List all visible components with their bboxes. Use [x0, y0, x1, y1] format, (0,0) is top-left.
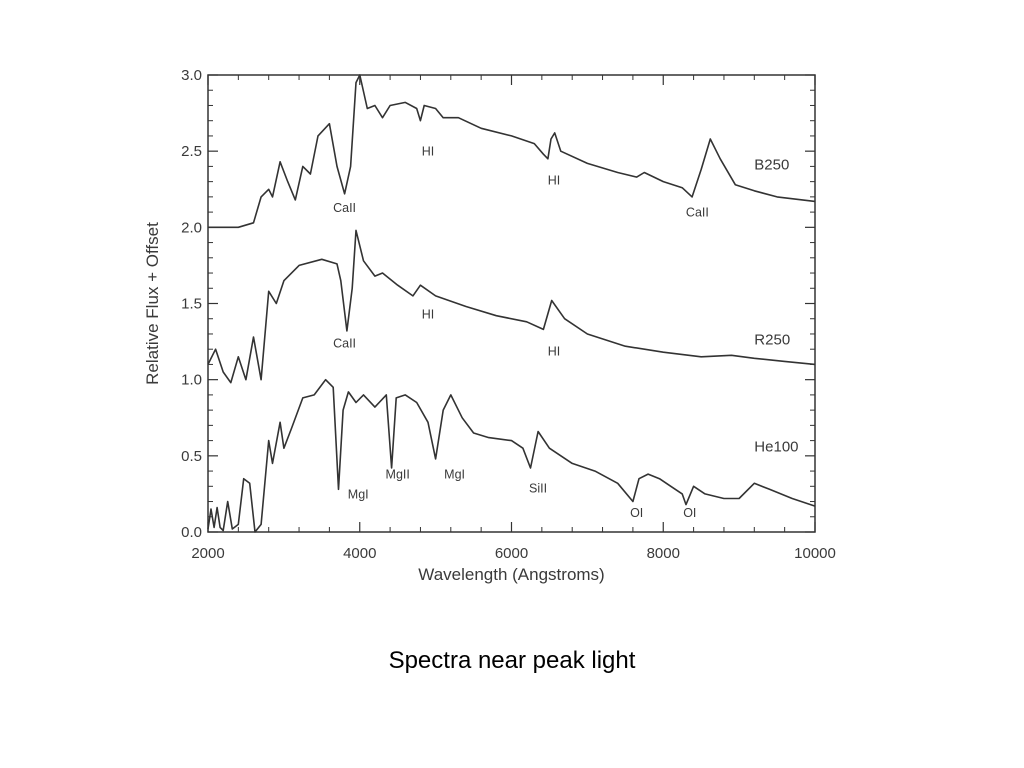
line-annotation: HI	[548, 344, 561, 358]
x-axis-label: Wavelength (Angstroms)	[418, 565, 604, 584]
y-tick-label: 2.5	[181, 143, 202, 160]
line-annotation: MgI	[348, 487, 369, 501]
series-label-he100: He100	[754, 438, 798, 455]
annotations-group: CaII HI HI CaII CaII HI HI MgI MgII MgI SiII OI OI	[333, 145, 709, 520]
y-axis-label: Relative Flux + Offset	[143, 222, 162, 385]
x-tick-label: 8000	[647, 545, 680, 562]
y-tick-label: 1.0	[181, 372, 202, 389]
spectra-chart: 2000 4000 6000 8000 10000 0.0 0.5 1.0 1.5 2.0 2.5…	[0, 0, 1024, 630]
line-annotation: SiII	[529, 481, 547, 495]
series-group: B250 R250 He100	[208, 75, 815, 532]
series-line-b250	[208, 75, 815, 227]
y-tick-label: 0.5	[181, 448, 202, 465]
x-tick-label: 6000	[495, 545, 528, 562]
x-tick-label: 10000	[794, 545, 836, 562]
line-annotation: HI	[422, 308, 435, 322]
series-label-r250: R250	[754, 332, 790, 349]
series-line-r250	[208, 230, 815, 382]
x-tick-label: 2000	[191, 545, 224, 562]
y-tick-label: 0.0	[181, 524, 202, 541]
line-annotation: CaII	[333, 201, 356, 215]
line-annotation: HI	[422, 145, 435, 159]
line-annotation: MgI	[444, 468, 465, 482]
plot-border	[208, 75, 815, 532]
y-tick-label: 3.0	[181, 67, 202, 84]
plot-frame	[208, 75, 815, 532]
y-tick-label: 2.0	[181, 219, 202, 236]
line-annotation: CaII	[333, 337, 356, 351]
slide-caption: Spectra near peak light	[0, 647, 1024, 675]
line-annotation: OI	[683, 506, 696, 520]
x-tick-label: 4000	[343, 545, 376, 562]
line-annotation: HI	[548, 174, 561, 188]
series-label-b250: B250	[754, 156, 789, 173]
line-annotation: MgII	[386, 468, 410, 482]
line-annotation: OI	[630, 506, 643, 520]
y-tick-label: 1.5	[181, 296, 202, 313]
line-annotation: CaII	[686, 206, 709, 220]
series-line-he100	[208, 380, 815, 532]
